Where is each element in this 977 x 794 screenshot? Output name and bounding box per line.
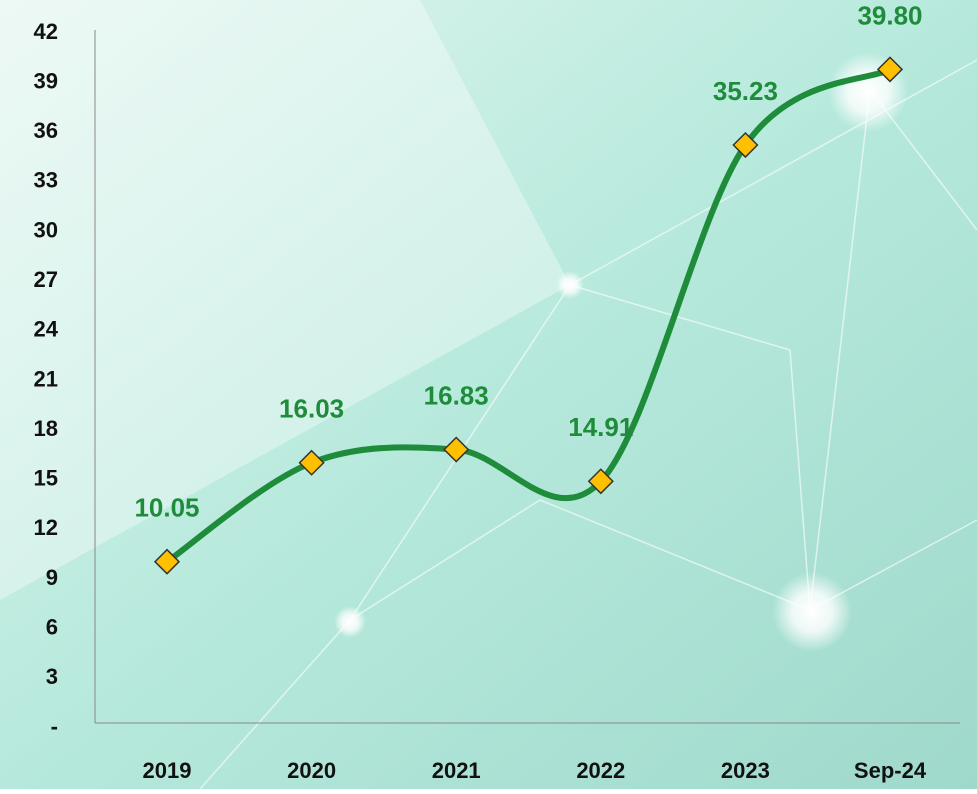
y-tick-label: 21 (34, 366, 58, 391)
x-tick-label: 2021 (432, 758, 481, 783)
y-tick-label: 24 (34, 317, 59, 342)
data-label: 14.91 (568, 412, 633, 442)
x-tick-label: 2020 (287, 758, 336, 783)
y-tick-label: 27 (34, 267, 58, 292)
x-tick-label: 2019 (143, 758, 192, 783)
y-tick-label: 36 (34, 118, 58, 143)
x-tick-label: Sep-24 (854, 758, 927, 783)
y-tick-label: 42 (34, 19, 58, 44)
y-tick-label: 9 (46, 565, 58, 590)
data-label: 35.23 (713, 76, 778, 106)
x-tick-label: 2023 (721, 758, 770, 783)
y-tick-label: 3 (46, 664, 58, 689)
y-tick-label: 15 (34, 466, 58, 491)
x-tick-label: 2022 (576, 758, 625, 783)
chart: -369121518212427303336394220192020202120… (0, 0, 977, 789)
data-label: 16.83 (424, 380, 489, 410)
y-tick-label: - (51, 714, 58, 739)
background-glow (556, 271, 584, 299)
data-label: 39.80 (857, 0, 922, 30)
y-tick-label: 30 (34, 217, 58, 242)
y-tick-label: 33 (34, 168, 58, 193)
background-glow (334, 606, 366, 638)
data-label: 16.03 (279, 394, 344, 424)
y-tick-label: 12 (34, 515, 58, 540)
background-glow (772, 572, 852, 652)
y-tick-label: 18 (34, 416, 58, 441)
data-label: 10.05 (134, 493, 199, 523)
y-tick-label: 39 (34, 68, 58, 93)
y-tick-label: 6 (46, 615, 58, 640)
